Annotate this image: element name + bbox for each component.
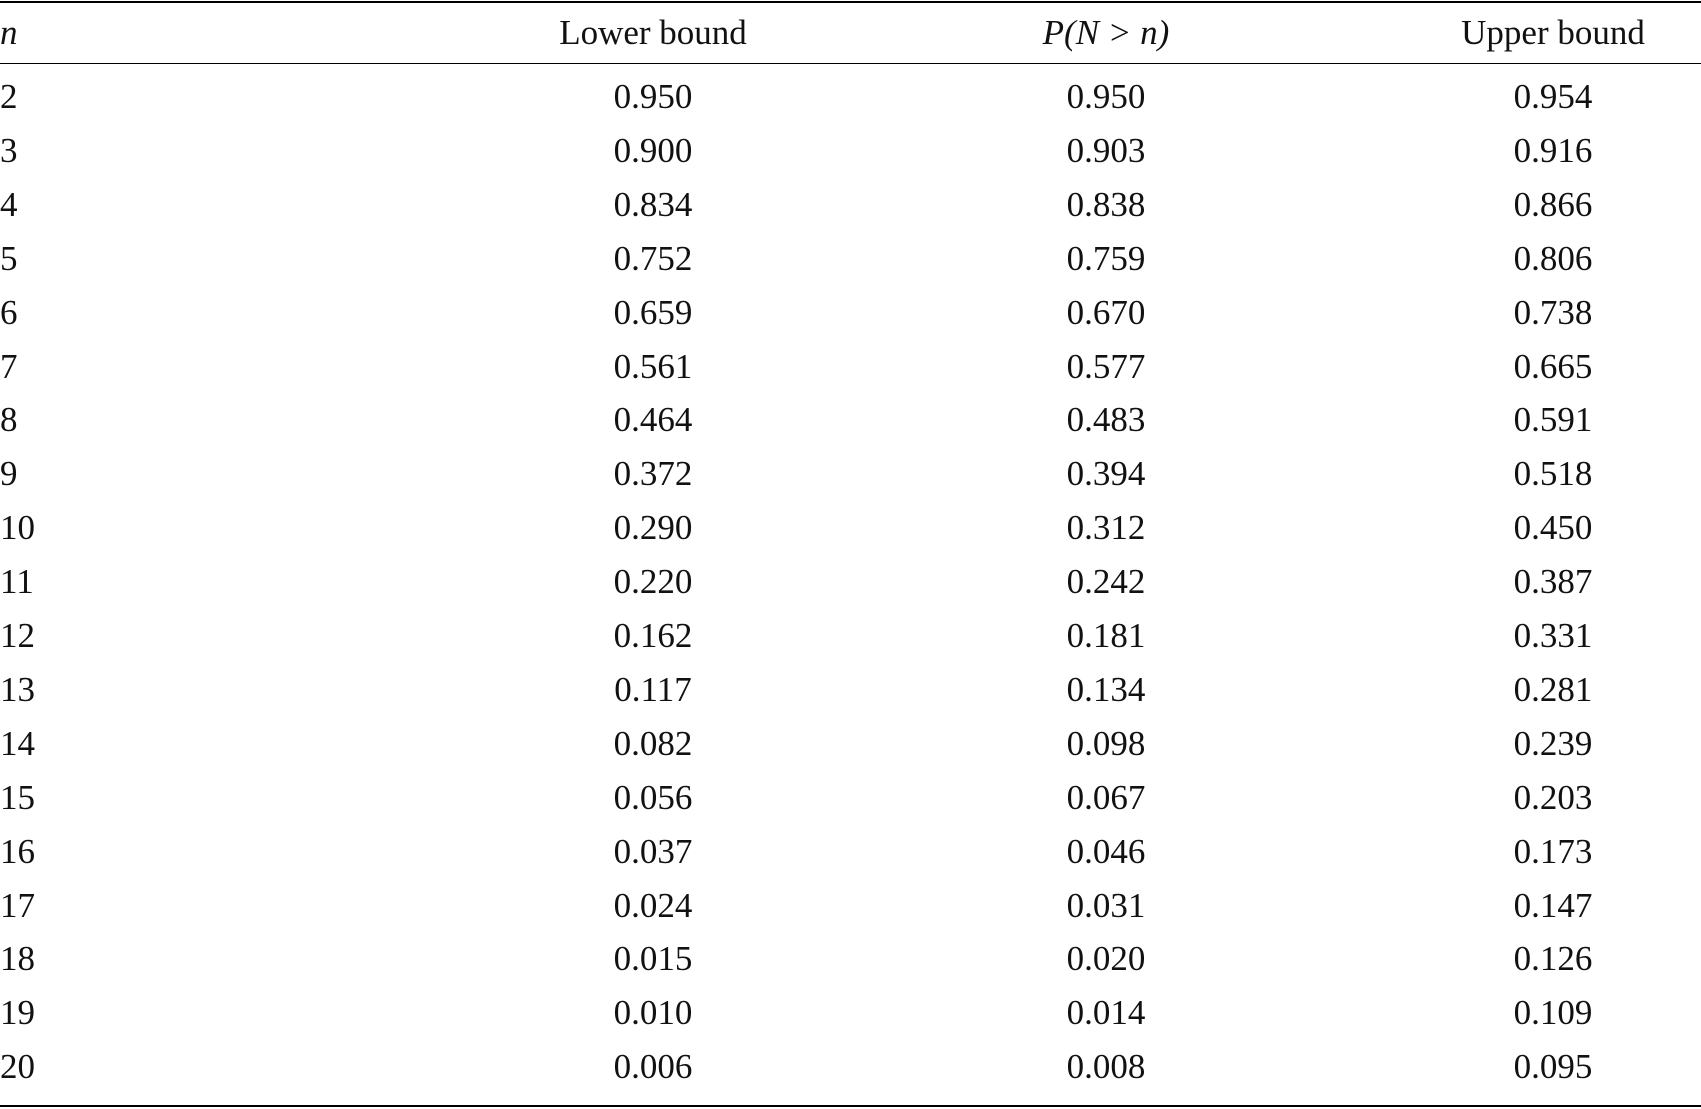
row-label: 15 bbox=[0, 777, 35, 817]
table-cell: 0.806 bbox=[1513, 238, 1593, 278]
table-cell: 0.203 bbox=[1513, 777, 1593, 817]
bottom-rule bbox=[0, 1105, 1701, 1107]
table-cell: 0.082 bbox=[613, 723, 693, 763]
table-cell: 0.670 bbox=[1066, 292, 1146, 332]
table-cell: 0.109 bbox=[1513, 993, 1593, 1033]
table-cell: 0.020 bbox=[1066, 939, 1146, 979]
table-cell: 0.450 bbox=[1513, 508, 1593, 548]
table-cell: 0.577 bbox=[1066, 346, 1146, 386]
table-cell: 0.916 bbox=[1513, 130, 1593, 170]
row-label: 2 bbox=[0, 77, 18, 116]
header-cell: P(N > n) bbox=[1042, 13, 1170, 52]
table-cell: 0.838 bbox=[1066, 184, 1146, 224]
row-label: 20 bbox=[0, 1047, 35, 1087]
table-cell: 0.220 bbox=[613, 562, 693, 602]
row-label: 16 bbox=[0, 831, 35, 871]
table-cell: 0.290 bbox=[613, 508, 693, 548]
table-cell: 0.181 bbox=[1066, 616, 1146, 655]
table-cell: 0.239 bbox=[1513, 723, 1593, 763]
row-label: 13 bbox=[0, 669, 35, 709]
table-cell: 0.518 bbox=[1513, 454, 1593, 494]
table-cell: 0.015 bbox=[613, 939, 693, 979]
table-cell: 0.134 bbox=[1066, 669, 1146, 709]
table-cell: 0.117 bbox=[614, 669, 692, 709]
row-label: 4 bbox=[0, 184, 18, 224]
table-cell: 0.900 bbox=[613, 130, 693, 170]
header-cell: Lower bound bbox=[559, 13, 747, 52]
table-cell: 0.950 bbox=[613, 77, 693, 116]
row-label: 19 bbox=[0, 993, 35, 1033]
table-cell: 0.752 bbox=[613, 238, 693, 278]
table-cell: 0.561 bbox=[613, 346, 693, 386]
row-label: 6 bbox=[0, 292, 18, 332]
table-cell: 0.037 bbox=[613, 831, 693, 871]
row-label: 7 bbox=[0, 346, 18, 386]
table-cell: 0.950 bbox=[1066, 77, 1146, 116]
row-label: 14 bbox=[0, 723, 35, 763]
row-label: 12 bbox=[0, 616, 35, 655]
table-cell: 0.665 bbox=[1513, 346, 1593, 386]
row-label: 10 bbox=[0, 508, 35, 548]
row-label: 9 bbox=[0, 454, 18, 494]
header-cell: Upper bound bbox=[1461, 13, 1645, 52]
row-label: 8 bbox=[0, 400, 18, 440]
table-cell: 0.242 bbox=[1066, 562, 1146, 602]
table-cell: 0.464 bbox=[613, 400, 693, 440]
table-cell: 0.591 bbox=[1513, 400, 1593, 440]
table-cell: 0.659 bbox=[613, 292, 693, 332]
row-label: 18 bbox=[0, 939, 35, 979]
table-cell: 0.387 bbox=[1513, 562, 1593, 602]
table-cell: 0.312 bbox=[1066, 508, 1146, 548]
table-cell: 0.162 bbox=[613, 616, 693, 655]
table-cell: 0.331 bbox=[1513, 616, 1593, 655]
header-rule bbox=[0, 63, 1701, 64]
table-cell: 0.126 bbox=[1513, 939, 1593, 979]
table-cell: 0.098 bbox=[1066, 723, 1146, 763]
table-cell: 0.394 bbox=[1066, 454, 1146, 494]
table-cell: 0.903 bbox=[1066, 130, 1146, 170]
table-cell: 0.095 bbox=[1513, 1047, 1593, 1087]
header-cell: n bbox=[0, 13, 18, 52]
table-cell: 0.046 bbox=[1066, 831, 1146, 871]
table-cell: 0.056 bbox=[613, 777, 693, 817]
table-cell: 0.281 bbox=[1513, 669, 1593, 709]
table-cell: 0.006 bbox=[613, 1047, 693, 1087]
table-cell: 0.024 bbox=[613, 885, 693, 925]
table-cell: 0.008 bbox=[1066, 1047, 1146, 1087]
table-cell: 0.031 bbox=[1066, 885, 1146, 925]
table-cell: 0.834 bbox=[613, 184, 693, 224]
table-cell: 0.147 bbox=[1513, 885, 1593, 925]
table-cell: 0.067 bbox=[1066, 777, 1146, 817]
table-cell: 0.010 bbox=[613, 993, 693, 1033]
row-label: 11 bbox=[0, 562, 34, 602]
row-label: 5 bbox=[0, 238, 18, 278]
table-cell: 0.483 bbox=[1066, 400, 1146, 440]
top-rule bbox=[0, 1, 1701, 3]
table-cell: 0.954 bbox=[1513, 77, 1593, 116]
row-label: 17 bbox=[0, 885, 35, 925]
table-cell: 0.372 bbox=[613, 454, 693, 494]
table-cell: 0.866 bbox=[1513, 184, 1593, 224]
table-cell: 0.014 bbox=[1066, 993, 1146, 1033]
table-cell: 0.738 bbox=[1513, 292, 1593, 332]
table-cell: 0.173 bbox=[1513, 831, 1593, 871]
table-cell: 0.759 bbox=[1066, 238, 1146, 278]
row-label: 3 bbox=[0, 130, 18, 170]
